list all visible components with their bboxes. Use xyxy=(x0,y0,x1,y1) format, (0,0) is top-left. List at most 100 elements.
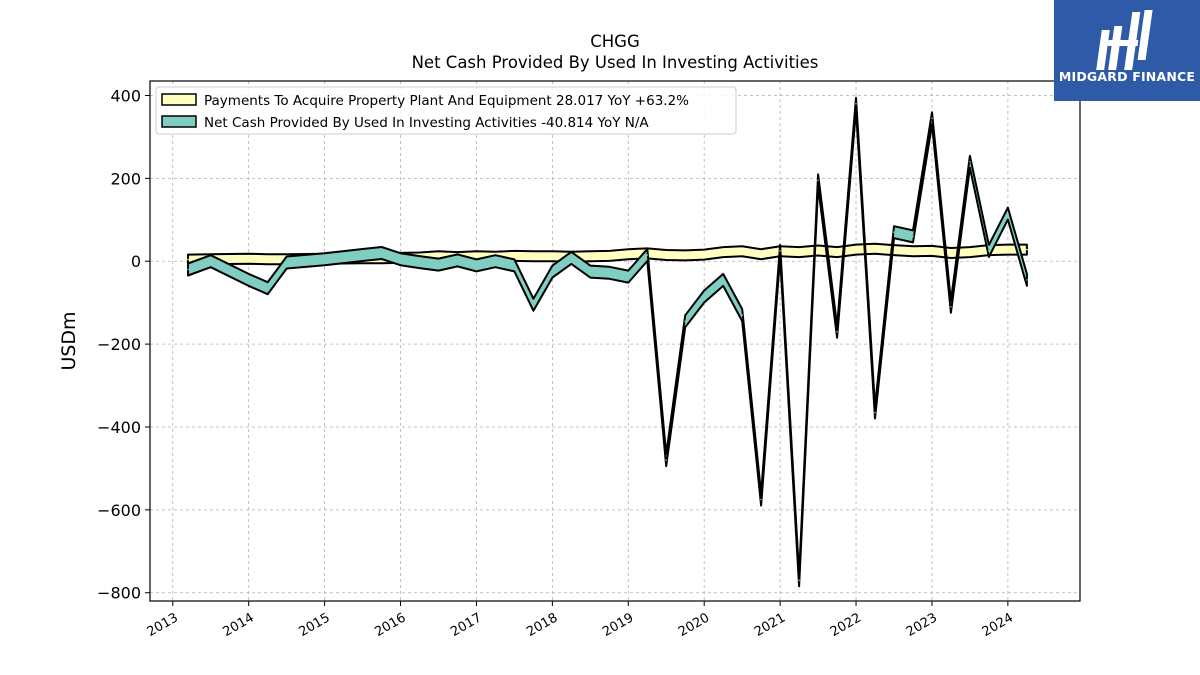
data-point xyxy=(722,279,724,281)
data-point xyxy=(399,258,402,261)
data-point xyxy=(187,258,189,261)
logo-mark-icon xyxy=(1096,10,1153,70)
data-point xyxy=(855,103,857,105)
data-point xyxy=(187,268,189,271)
chart-title: CHGG xyxy=(590,32,640,51)
data-point xyxy=(836,251,838,253)
y-tick-label: −800 xyxy=(97,584,141,603)
data-point xyxy=(418,261,421,263)
y-tick-label: 200 xyxy=(110,169,141,188)
y-tick-label: −600 xyxy=(97,501,141,520)
legend-label-capex: Payments To Acquire Property Plant And E… xyxy=(204,93,689,109)
y-tick-label: −400 xyxy=(97,418,141,437)
plot-frame xyxy=(149,80,1081,602)
data-point xyxy=(266,258,269,261)
data-point xyxy=(532,255,535,258)
data-point xyxy=(1026,248,1028,251)
legend-swatch-investing xyxy=(161,115,197,128)
data-point xyxy=(836,330,838,333)
data-point xyxy=(760,253,762,255)
data-point xyxy=(779,250,781,252)
data-point xyxy=(817,249,819,252)
data-point xyxy=(684,254,686,257)
data-point xyxy=(513,264,516,267)
data-point xyxy=(589,255,592,258)
data-point xyxy=(475,255,478,258)
data-point xyxy=(741,314,743,316)
x-axis: 2013 2014 2015 2016 2017 2018 2019 2020 2021 2022… xyxy=(145,601,1016,640)
data-point xyxy=(665,459,667,461)
data-point xyxy=(475,264,478,267)
data-point xyxy=(760,498,762,501)
data-point xyxy=(247,258,250,260)
x-tick-label: 2019 xyxy=(600,610,636,640)
data-point xyxy=(1007,248,1009,251)
data-point xyxy=(969,251,971,253)
x-tick-label: 2021 xyxy=(752,610,788,640)
data-point xyxy=(494,260,497,263)
data-point xyxy=(1026,279,1028,281)
data-point xyxy=(988,250,990,252)
data-point xyxy=(684,320,686,323)
data-point xyxy=(874,411,876,414)
data-point xyxy=(627,275,630,278)
midgard-finance-logo: MIDGARD FINANCE xyxy=(1054,0,1200,101)
grid xyxy=(150,81,1080,601)
data-point xyxy=(893,231,895,233)
data-point xyxy=(874,248,876,250)
data-point xyxy=(703,295,705,298)
data-point xyxy=(551,255,554,258)
legend: Payments To Acquire Property Plant And E… xyxy=(155,86,737,135)
legend-box xyxy=(155,86,737,135)
data-point xyxy=(608,255,611,257)
chart-subtitle: Net Cash Provided By Used In Investing A… xyxy=(412,53,819,72)
data-point xyxy=(950,252,952,254)
series-band-1 xyxy=(187,96,1028,588)
data-point xyxy=(646,254,649,256)
y-tick-label: 0 xyxy=(131,252,141,271)
data-point xyxy=(456,259,459,262)
y-axis-label: USDm xyxy=(58,311,80,370)
data-point xyxy=(722,251,724,253)
data-point xyxy=(798,579,800,582)
data-point xyxy=(627,253,630,255)
x-tick-label: 2023 xyxy=(904,610,940,640)
data-point xyxy=(209,260,212,263)
y-tick-label: 400 xyxy=(110,87,141,106)
x-tick-label: 2017 xyxy=(448,610,484,640)
data-point xyxy=(665,254,667,256)
data-point xyxy=(437,255,440,258)
y-tick-label: −200 xyxy=(97,335,141,354)
legend-swatch-capex xyxy=(161,93,197,106)
data-point xyxy=(437,263,440,266)
data-point xyxy=(931,117,933,120)
data-point xyxy=(266,287,269,290)
series-layer xyxy=(187,96,1028,588)
data-point xyxy=(912,250,914,253)
data-point xyxy=(798,251,800,253)
data-point xyxy=(817,179,819,182)
data-point xyxy=(931,250,933,252)
x-tick-label: 2014 xyxy=(221,610,257,640)
data-point xyxy=(513,255,516,257)
data-point xyxy=(247,279,250,281)
data-point xyxy=(570,257,573,259)
y-axis: 400 200 0 −200 −400 −600 −800 xyxy=(97,87,150,603)
data-point xyxy=(323,258,326,261)
x-tick-label: 2016 xyxy=(372,610,408,640)
x-tick-label: 2015 xyxy=(296,610,332,640)
data-point xyxy=(361,254,364,256)
x-tick-label: 2013 xyxy=(145,610,181,640)
data-point xyxy=(950,306,952,308)
legend-label-investing: Net Cash Provided By Used In Investing A… xyxy=(204,115,649,131)
x-tick-label: 2024 xyxy=(980,610,1016,640)
logo-text: MIDGARD FINANCE xyxy=(1058,69,1196,84)
x-tick-label: 2018 xyxy=(524,610,560,640)
data-point xyxy=(589,270,592,273)
data-point xyxy=(285,261,288,264)
data-point xyxy=(741,250,743,253)
x-tick-label: 2022 xyxy=(828,610,864,640)
data-point xyxy=(551,270,554,273)
data-point xyxy=(608,272,611,274)
